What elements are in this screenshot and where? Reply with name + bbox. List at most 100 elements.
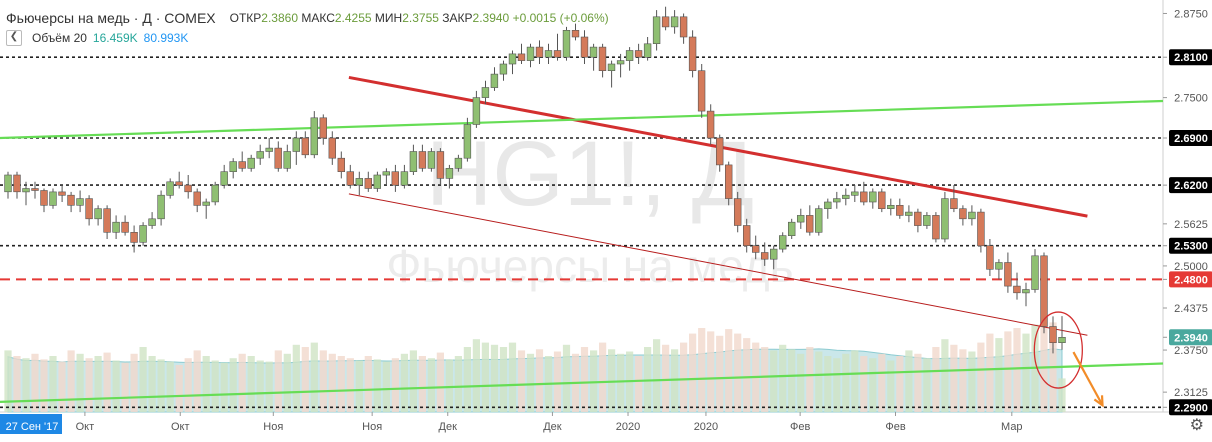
candle-up[interactable] <box>778 235 787 250</box>
candle-up[interactable] <box>968 211 976 220</box>
candle-up[interactable] <box>851 191 859 196</box>
candle-up[interactable] <box>373 174 381 189</box>
candle-up[interactable] <box>22 188 30 193</box>
candle-up[interactable] <box>283 151 291 169</box>
candle-up[interactable] <box>256 151 264 159</box>
candle-down[interactable] <box>40 190 48 206</box>
candle-down[interactable] <box>184 184 192 193</box>
annotation-ellipse[interactable] <box>1033 311 1083 389</box>
candle-up[interactable] <box>814 208 823 233</box>
candle-up[interactable] <box>923 215 931 226</box>
candle-down[interactable] <box>31 188 39 191</box>
candle-up[interactable] <box>905 211 913 216</box>
collapse-legend-button[interactable]: ❮ <box>6 30 22 46</box>
candle-up[interactable] <box>463 124 472 159</box>
candle-down[interactable] <box>175 181 183 186</box>
candle-up[interactable] <box>472 97 481 125</box>
candle-down[interactable] <box>932 215 940 240</box>
candle-up[interactable] <box>454 157 463 169</box>
candle-down[interactable] <box>328 137 336 159</box>
candle-up[interactable] <box>589 46 598 58</box>
candle-up[interactable] <box>1031 255 1039 290</box>
candle-up[interactable] <box>400 171 409 186</box>
candle-up[interactable] <box>869 191 877 203</box>
candle-down[interactable] <box>193 191 201 206</box>
candle-up[interactable] <box>616 60 625 65</box>
candle-down[interactable] <box>517 53 526 61</box>
candle-down[interactable] <box>742 225 751 247</box>
candle-up[interactable] <box>941 198 949 240</box>
candle-down[interactable] <box>130 232 138 243</box>
candle-up[interactable] <box>157 194 165 220</box>
candle-down[interactable] <box>724 164 733 199</box>
candle-up[interactable] <box>247 157 255 169</box>
candle-up[interactable] <box>139 225 147 243</box>
candle-down[interactable] <box>679 16 688 38</box>
candle-down[interactable] <box>634 50 643 58</box>
candle-up[interactable] <box>481 87 490 98</box>
candle-down[interactable] <box>950 198 958 210</box>
candle-down[interactable] <box>688 36 697 72</box>
candle-up[interactable] <box>292 137 300 152</box>
candle-down[interactable] <box>121 221 129 233</box>
candle-up[interactable] <box>202 201 210 206</box>
candle-down[interactable] <box>337 157 345 172</box>
candle-up[interactable] <box>995 262 1003 270</box>
candle-down[interactable] <box>301 137 309 156</box>
candle-up[interactable] <box>4 174 12 193</box>
candle-down[interactable] <box>914 211 922 226</box>
candle-down[interactable] <box>706 110 715 139</box>
candle-up[interactable] <box>625 50 634 61</box>
candle-down[interactable] <box>878 191 886 209</box>
candle-down[interactable] <box>1040 255 1048 327</box>
candle-down[interactable] <box>13 174 21 193</box>
candle-up[interactable] <box>499 63 508 75</box>
candle-up[interactable] <box>409 151 418 173</box>
candle-down[interactable] <box>535 46 544 58</box>
candle-down[interactable] <box>760 252 769 260</box>
trendline-green[interactable] <box>0 362 1164 404</box>
candle-down[interactable] <box>580 36 589 58</box>
candle-down[interactable] <box>1049 326 1057 344</box>
candle-down[interactable] <box>661 16 670 28</box>
candle-down[interactable] <box>238 161 246 169</box>
candle-up[interactable] <box>427 151 436 169</box>
candle-down[interactable] <box>85 198 93 220</box>
candle-up[interactable] <box>1058 336 1066 343</box>
candle-down[interactable] <box>715 137 724 166</box>
candle-down[interactable] <box>860 191 868 203</box>
candle-down[interactable] <box>67 194 75 206</box>
candle-down[interactable] <box>1013 285 1021 294</box>
candle-down[interactable] <box>364 178 372 189</box>
candle-down[interactable] <box>977 211 985 247</box>
candle-down[interactable] <box>959 208 967 220</box>
symbol-title[interactable]: Фьючерсы на медь · Д · COMEX <box>6 10 216 26</box>
candle-up[interactable] <box>544 50 553 58</box>
candle-up[interactable] <box>833 198 841 203</box>
candle-down[interactable] <box>274 147 282 169</box>
candle-up[interactable] <box>382 171 390 176</box>
candle-up[interactable] <box>112 221 120 233</box>
candle-up[interactable] <box>643 43 652 58</box>
candle-down[interactable] <box>751 245 760 253</box>
trendline-green[interactable] <box>0 99 1164 140</box>
candle-up[interactable] <box>445 168 454 179</box>
candle-up[interactable] <box>94 208 102 220</box>
candle-up[interactable] <box>887 205 895 210</box>
candle-up[interactable] <box>310 117 318 156</box>
candle-up[interactable] <box>824 201 832 209</box>
candle-up[interactable] <box>796 215 805 223</box>
trendline-red-lower[interactable] <box>348 193 1088 336</box>
candle-up[interactable] <box>211 184 219 203</box>
gear-icon[interactable]: ⚙ <box>1189 417 1204 434</box>
candle-up[interactable] <box>49 191 57 206</box>
candle-up[interactable] <box>265 147 273 152</box>
candle-up[interactable] <box>652 16 661 44</box>
candle-down[interactable] <box>346 171 354 186</box>
candle-up[interactable] <box>787 221 796 236</box>
candle-up[interactable] <box>670 16 679 28</box>
candle-up[interactable] <box>1022 289 1030 294</box>
candle-down[interactable] <box>103 208 111 233</box>
